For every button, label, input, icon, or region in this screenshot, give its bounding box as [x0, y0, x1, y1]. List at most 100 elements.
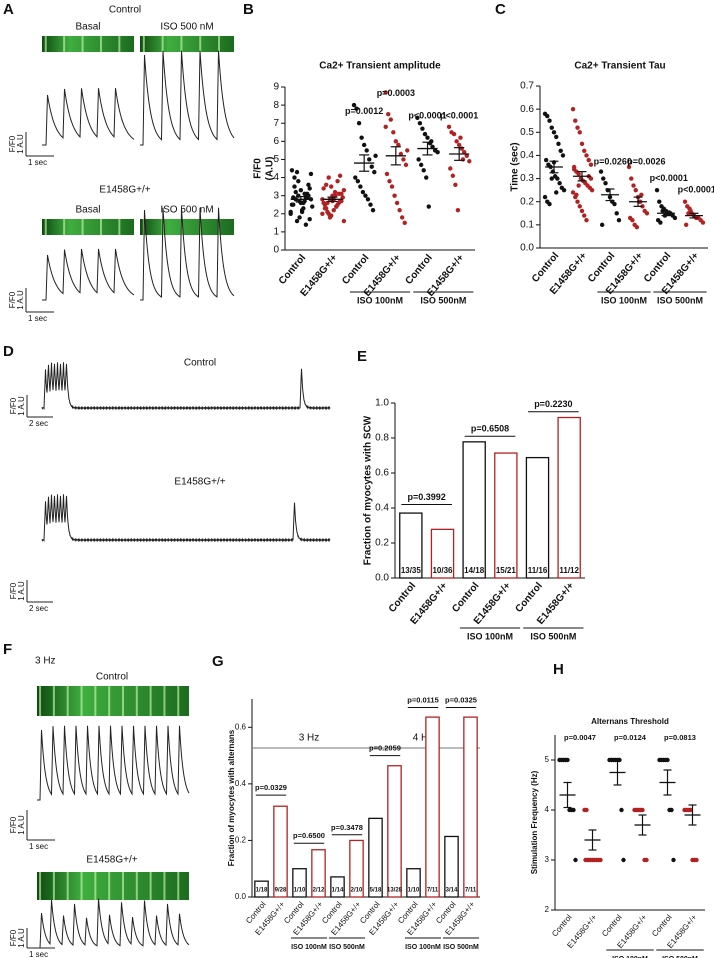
point: [549, 176, 554, 181]
trace: [42, 248, 135, 301]
scale-label: F/F0: [8, 291, 17, 308]
rate-label: 3 Hz: [299, 733, 320, 744]
p-value: p=0.3992: [408, 492, 446, 502]
y-axis-label: Fraction of myocytes with alternans: [227, 729, 236, 866]
y-tick-label: 0.2: [235, 836, 247, 845]
y-tick-label: 2: [273, 208, 279, 219]
chart-title: Alternans Threshold: [591, 717, 669, 726]
group-label: ISO 100nM: [357, 295, 403, 305]
point: [551, 130, 557, 135]
p-value: p=0.6508: [471, 424, 509, 434]
point: [307, 217, 312, 222]
y-tick-label: 0.7: [520, 81, 534, 92]
linescan-band: [39, 686, 42, 716]
point: [306, 182, 311, 187]
linescan-band: [81, 36, 84, 52]
x-tick-label: Control: [450, 580, 481, 614]
point: [391, 130, 396, 135]
condition: ISO 500 nM: [160, 205, 213, 216]
linescan-band: [121, 872, 124, 900]
trace-title: Control: [184, 358, 216, 369]
point: [588, 162, 594, 167]
bar: [425, 716, 440, 898]
point: [418, 162, 424, 168]
point: [573, 118, 578, 123]
linescan-band: [81, 219, 84, 235]
p-value: p=0.0115: [407, 695, 439, 704]
point: [584, 807, 589, 813]
point: [292, 184, 297, 189]
condition: Basal: [75, 22, 100, 33]
bar-label: 1/10: [408, 888, 420, 894]
group-label: ISO 100nM: [467, 631, 513, 641]
bar: [462, 441, 486, 579]
point: [560, 153, 566, 158]
point: [321, 200, 326, 206]
p-value: p=0.0260: [594, 157, 632, 167]
point: [614, 211, 619, 216]
linescan-band: [177, 872, 180, 900]
point: [570, 106, 576, 112]
scale-label: F/F0: [9, 929, 18, 946]
point: [335, 178, 340, 184]
bar-label: 9/28: [275, 888, 287, 894]
point: [392, 193, 397, 198]
point: [365, 197, 371, 202]
panel-letter: G: [212, 653, 224, 670]
bar-label: 1/18: [256, 888, 268, 894]
trace: [41, 362, 331, 411]
group-label: ISO 500nM: [662, 956, 698, 958]
point: [424, 175, 429, 180]
bar-label: 14/18: [464, 566, 485, 575]
point: [321, 186, 326, 191]
group-label: ISO 100nM: [612, 956, 648, 958]
panel-letter: H: [553, 661, 564, 678]
trace: [41, 494, 331, 543]
point: [588, 176, 594, 181]
bar: [399, 512, 423, 579]
y-tick-label: 1.0: [375, 398, 389, 409]
p-value: p=0.0813: [664, 733, 696, 742]
y-tick-label: 0.0: [235, 892, 247, 901]
y-tick-label: 9: [273, 82, 279, 93]
bar-label: 15/21: [496, 566, 517, 575]
point: [329, 184, 334, 189]
p-value: p=0.0329: [255, 783, 287, 792]
point: [304, 195, 310, 200]
linescan-band: [135, 872, 138, 900]
linescan-band: [99, 219, 102, 235]
x-tick-label: Control: [340, 252, 371, 286]
bar-label: 7/11: [465, 888, 477, 894]
point: [658, 220, 663, 225]
scale-label: 2 sec: [29, 604, 48, 613]
point: [644, 211, 650, 216]
point: [644, 857, 649, 863]
y-tick-label: 0.6: [520, 104, 534, 115]
y-axis-label: Stimulation Frequency (Hz): [530, 770, 539, 874]
trace-title: E1458G+/+: [99, 185, 150, 196]
bar: [494, 452, 518, 579]
bar-label: 2/10: [351, 888, 363, 894]
point: [363, 193, 368, 198]
point: [358, 184, 363, 189]
point: [683, 222, 689, 228]
y-tick-label: 6: [273, 136, 279, 147]
scale-label: 1 sec: [29, 842, 48, 851]
y-tick-label: 0.3: [520, 173, 534, 184]
trace-title: Control: [109, 5, 141, 16]
y-tick-label: 0.2: [520, 196, 534, 207]
linescan-band: [121, 686, 124, 716]
point: [582, 213, 587, 218]
panel-letter: F: [3, 641, 12, 658]
point: [603, 181, 608, 186]
point: [397, 207, 402, 213]
point: [288, 211, 293, 216]
point: [585, 857, 590, 863]
point: [394, 200, 400, 206]
group-label: ISO 100nM: [291, 944, 327, 951]
point: [297, 215, 302, 220]
y-tick-label: 0.2: [375, 538, 389, 549]
y-axis-label: F/F0: [253, 158, 264, 179]
scale-label: 1 sec: [28, 158, 47, 167]
point: [682, 199, 688, 204]
